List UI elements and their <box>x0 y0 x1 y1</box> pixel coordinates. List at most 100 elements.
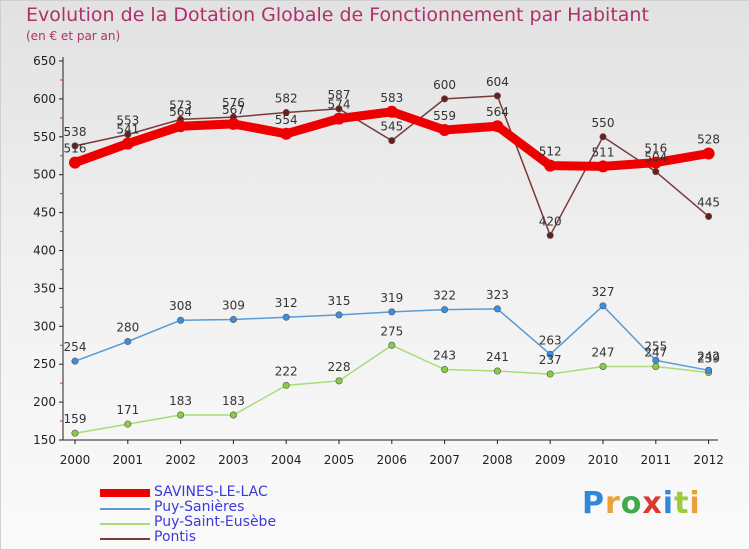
x-tick-label: 2009 <box>535 453 566 467</box>
legend-swatch-puy-sanieres <box>100 508 150 510</box>
data-label-1: 322 <box>433 289 456 303</box>
data-point-0 <box>438 123 451 136</box>
x-tick-label: 2007 <box>429 453 460 467</box>
logo-letter: t <box>674 486 690 521</box>
y-tick-label: 400 <box>33 244 56 258</box>
y-tick-label: 300 <box>33 319 56 333</box>
x-tick-label: 2010 <box>588 453 619 467</box>
legend-item-puy-saint-eusebe: Puy-Saint-Eusèbe <box>100 514 360 531</box>
data-label-3: 573 <box>169 98 192 112</box>
data-point-3 <box>493 92 501 100</box>
data-label-3: 504 <box>644 151 667 165</box>
data-point-2 <box>124 420 132 428</box>
data-label-2: 222 <box>275 364 298 378</box>
logo-letter: x <box>642 486 663 521</box>
y-tick-label: 450 <box>33 206 56 220</box>
data-label-1: 315 <box>328 294 351 308</box>
legend-swatch-pontis <box>100 538 150 540</box>
x-tick-label: 2011 <box>641 453 672 467</box>
data-label-1: 255 <box>644 339 667 353</box>
data-label-0: 516 <box>644 142 667 156</box>
data-point-2 <box>652 362 660 370</box>
x-tick-label: 2008 <box>482 453 513 467</box>
data-point-0 <box>649 156 662 169</box>
data-point-1 <box>335 311 343 319</box>
y-tick-label: 350 <box>33 281 56 295</box>
data-label-3: 604 <box>486 75 509 89</box>
legend-label-puy-saint-eusebe: Puy-Saint-Eusèbe <box>154 514 277 530</box>
data-label-2: 247 <box>592 345 615 359</box>
data-label-1: 312 <box>275 296 298 310</box>
data-label-2: 171 <box>116 403 139 417</box>
legend-label-savines: SAVINES-LE-LAC <box>154 484 268 500</box>
data-point-0 <box>227 117 240 130</box>
data-label-1: 323 <box>486 288 509 302</box>
logo-letter: P <box>582 486 605 521</box>
data-label-1: 308 <box>169 299 192 313</box>
data-point-1 <box>652 356 660 364</box>
legend-item-puy-sanieres: Puy-Sanières <box>100 499 360 516</box>
x-tick-label: 2006 <box>377 453 408 467</box>
data-label-3: 576 <box>222 96 245 110</box>
data-label-2: 241 <box>486 350 509 364</box>
data-point-0 <box>69 156 81 169</box>
logo-letter: o <box>620 486 643 521</box>
data-point-2 <box>493 367 501 375</box>
data-label-2: 183 <box>222 394 245 408</box>
data-point-3 <box>599 133 607 141</box>
data-label-2: 275 <box>380 324 403 338</box>
data-point-1 <box>388 308 396 316</box>
data-label-0: 583 <box>380 91 403 105</box>
x-tick-label: 2000 <box>60 453 91 467</box>
y-tick-label: 550 <box>33 130 56 144</box>
data-label-2: 237 <box>539 353 562 367</box>
data-point-0 <box>333 112 345 125</box>
data-label-2: 243 <box>433 349 456 363</box>
data-point-0 <box>544 159 557 172</box>
legend-swatch-puy-saint-eusebe <box>100 523 150 525</box>
data-point-2 <box>229 411 237 419</box>
data-point-1 <box>493 305 501 313</box>
data-point-3 <box>546 231 554 239</box>
data-point-3 <box>441 95 449 103</box>
data-label-1: 254 <box>64 340 87 354</box>
legend-label-pontis: Pontis <box>154 529 197 545</box>
data-label-1: 319 <box>380 291 403 305</box>
data-point-0 <box>121 137 134 150</box>
data-label-2: 159 <box>64 412 87 426</box>
data-point-1 <box>599 302 607 310</box>
data-label-3: 445 <box>697 195 720 209</box>
data-label-1: 280 <box>116 320 139 334</box>
data-label-0: 541 <box>116 123 139 137</box>
data-label-1: 242 <box>697 349 720 363</box>
logo-letter: i <box>662 486 675 521</box>
data-label-0: 512 <box>539 145 562 159</box>
data-label-1: 309 <box>222 298 245 312</box>
data-label-2: 183 <box>169 394 192 408</box>
data-point-3 <box>705 212 713 220</box>
data-point-2 <box>335 377 343 385</box>
data-point-1 <box>441 306 449 314</box>
data-point-2 <box>71 429 79 437</box>
y-tick-label: 500 <box>33 168 56 182</box>
data-point-1 <box>177 316 185 324</box>
legend-item-savines: SAVINES-LE-LAC <box>100 484 360 501</box>
x-tick-label: 2003 <box>218 453 249 467</box>
x-tick-label: 2001 <box>113 453 144 467</box>
data-label-0: 511 <box>592 145 615 159</box>
data-point-0 <box>702 147 715 160</box>
data-label-0: 564 <box>169 105 192 119</box>
y-tick-label: 650 <box>33 54 56 68</box>
x-tick-label: 2005 <box>324 453 355 467</box>
data-label-2: 239 <box>697 352 720 366</box>
chart-title: Evolution de la Dotation Globale de Fonc… <box>26 4 649 26</box>
data-label-2: 247 <box>644 345 667 359</box>
data-label-0: 528 <box>697 132 720 146</box>
x-tick-label: 2012 <box>693 453 724 467</box>
data-label-0: 559 <box>433 109 456 123</box>
data-point-1 <box>229 315 237 323</box>
logo-letter: r <box>605 486 621 521</box>
y-tick-label: 600 <box>33 92 56 106</box>
